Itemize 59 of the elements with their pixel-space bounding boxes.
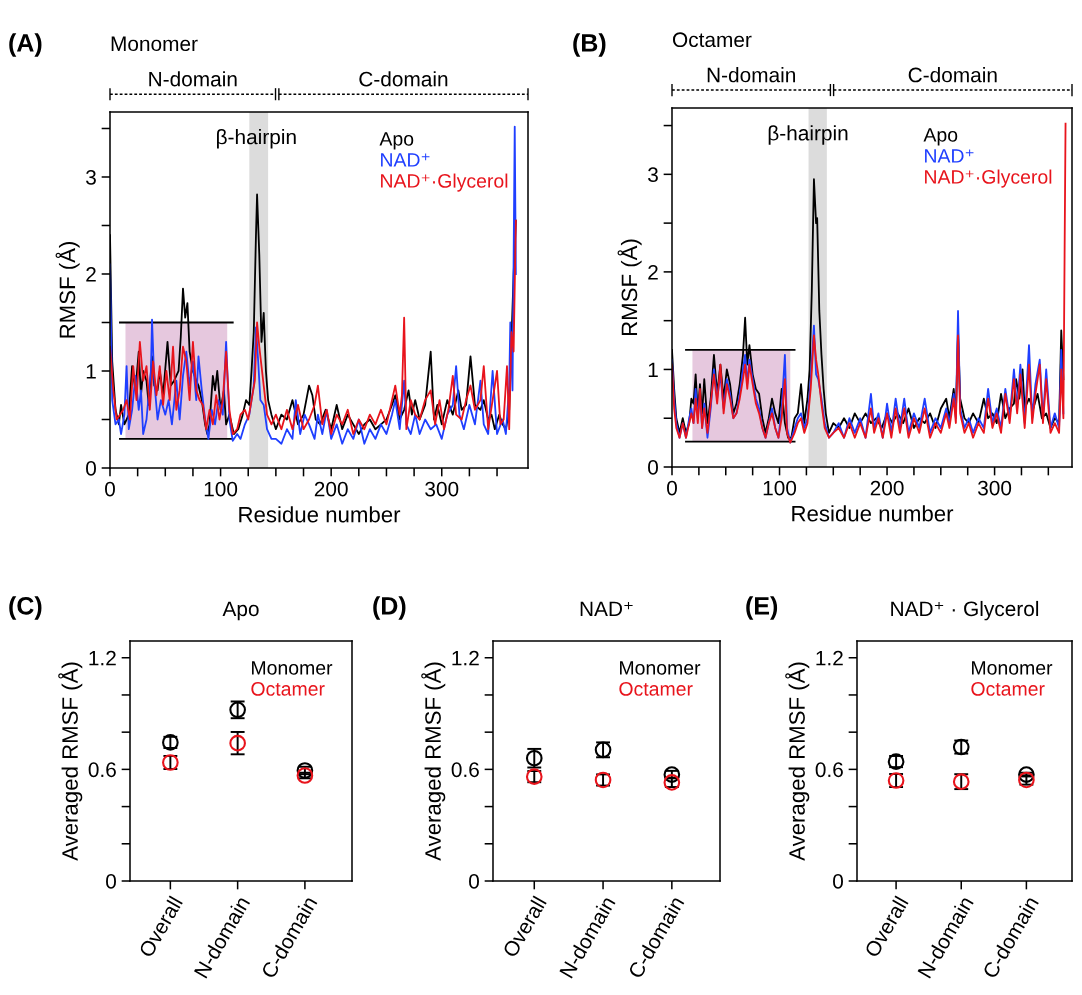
chart-title: NAD⁺ bbox=[580, 601, 633, 616]
y-tick-label: 1.2 bbox=[452, 650, 479, 666]
text: N-domain bbox=[707, 67, 796, 83]
text: Apo bbox=[923, 128, 958, 146]
series-label: NAD⁺·Glycerol bbox=[925, 169, 1052, 188]
text: N-domain bbox=[149, 71, 237, 87]
chart-title: Octamer bbox=[672, 32, 752, 48]
y-tick-label: 0 bbox=[648, 460, 658, 475]
y-axis-title: Averaged RMSF (Å) bbox=[785, 662, 810, 861]
y-axis-title: Averaged RMSF (Å) bbox=[421, 662, 446, 861]
text: C-domain bbox=[908, 67, 997, 83]
series-label: NAD⁺·Glycerol bbox=[381, 173, 508, 192]
text: Monomer bbox=[620, 661, 701, 675]
y-tick-label: 3 bbox=[86, 169, 96, 185]
chart-title: Monomer bbox=[111, 36, 198, 52]
text: (B) bbox=[573, 33, 606, 57]
annotation: β-hairpin bbox=[768, 125, 848, 145]
y-axis-title: Averaged RMSF (Å) bbox=[58, 662, 83, 861]
y-tick-label: 1.2 bbox=[89, 650, 116, 666]
y-tick-label: 0 bbox=[833, 874, 843, 889]
text: Octamer bbox=[971, 682, 1045, 696]
y-tick-label: 0.6 bbox=[815, 762, 843, 778]
x-tick-label: 100 bbox=[763, 480, 797, 496]
text: (A) bbox=[9, 33, 42, 57]
y-tick-label: 0.6 bbox=[88, 762, 116, 778]
text: C-domain bbox=[359, 71, 448, 87]
text: (D) bbox=[373, 596, 406, 620]
x-tick-label: 200 bbox=[314, 481, 348, 497]
annotation: β-hairpin bbox=[217, 128, 296, 149]
y-tick-label: 3 bbox=[648, 167, 658, 183]
y-axis-title: RMSF (Å) bbox=[617, 239, 642, 336]
text: (E) bbox=[746, 596, 778, 620]
y-tick-label: 0 bbox=[86, 461, 96, 476]
text: (C) bbox=[9, 596, 42, 620]
y-tick-label: 0 bbox=[469, 874, 479, 889]
y-tick-label: 1.2 bbox=[816, 650, 843, 666]
x-tick-label: 300 bbox=[425, 481, 459, 497]
y-tick-label: 1 bbox=[648, 362, 658, 377]
x-axis-title: Residue number bbox=[239, 506, 401, 523]
y-tick-label: 1 bbox=[86, 364, 96, 379]
y-axis-title: RMSF (Å) bbox=[55, 242, 80, 338]
x-tick-label: 200 bbox=[870, 480, 904, 496]
text: Octamer bbox=[619, 682, 693, 696]
x-tick-label: 0 bbox=[667, 480, 677, 496]
y-tick-label: 0 bbox=[106, 874, 116, 889]
y-tick-label: 2 bbox=[648, 264, 658, 280]
text: Apo bbox=[379, 132, 414, 150]
text: Monomer bbox=[972, 661, 1053, 675]
y-tick-label: 2 bbox=[86, 267, 96, 282]
y-tick-label: 0.6 bbox=[451, 762, 479, 778]
x-tick-label: 100 bbox=[204, 481, 238, 497]
series-label: Monomer bbox=[252, 661, 333, 675]
x-axis-title: Residue number bbox=[792, 505, 954, 522]
chart-title: NAD⁺ · Glycerol bbox=[891, 600, 1039, 621]
text: NAD⁺ bbox=[925, 149, 974, 163]
text: Octamer bbox=[251, 682, 325, 696]
x-tick-label: 300 bbox=[978, 480, 1012, 496]
chart-title: Apo bbox=[222, 601, 259, 621]
text: NAD⁺ bbox=[381, 153, 430, 167]
